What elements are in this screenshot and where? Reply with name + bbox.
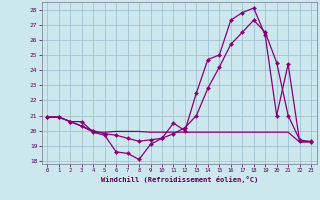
X-axis label: Windchill (Refroidissement éolien,°C): Windchill (Refroidissement éolien,°C) — [100, 176, 258, 183]
